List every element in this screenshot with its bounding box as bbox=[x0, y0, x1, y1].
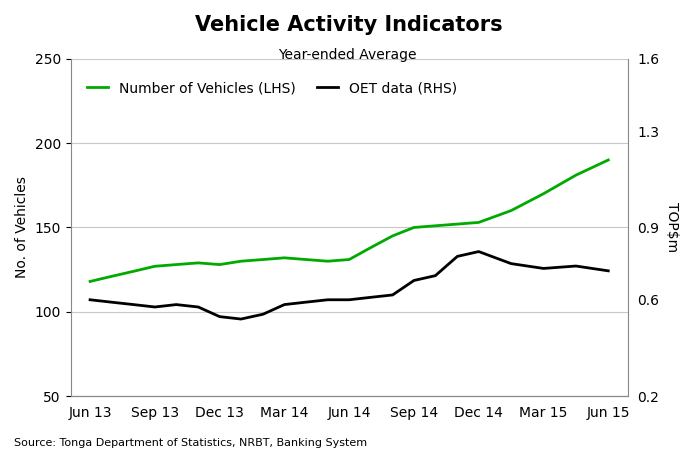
OET data (RHS) bbox=[453, 254, 462, 259]
OET data (RHS) bbox=[259, 312, 267, 317]
OET data (RHS) bbox=[366, 294, 375, 300]
OET data (RHS) bbox=[215, 314, 223, 319]
Number of Vehicles (LHS) bbox=[389, 233, 397, 239]
Number of Vehicles (LHS) bbox=[172, 262, 180, 267]
Number of Vehicles (LHS) bbox=[539, 191, 548, 197]
Line: Number of Vehicles (LHS): Number of Vehicles (LHS) bbox=[90, 160, 608, 281]
Number of Vehicles (LHS) bbox=[507, 208, 515, 213]
OET data (RHS) bbox=[475, 249, 483, 254]
OET data (RHS) bbox=[539, 266, 548, 271]
Number of Vehicles (LHS) bbox=[280, 255, 289, 260]
OET data (RHS) bbox=[604, 268, 612, 274]
OET data (RHS) bbox=[389, 292, 397, 298]
Legend: Number of Vehicles (LHS), OET data (RHS): Number of Vehicles (LHS), OET data (RHS) bbox=[82, 76, 462, 101]
Number of Vehicles (LHS) bbox=[604, 157, 612, 163]
Number of Vehicles (LHS) bbox=[302, 257, 310, 262]
Text: Source: Tonga Department of Statistics, NRBT, Banking System: Source: Tonga Department of Statistics, … bbox=[14, 439, 367, 448]
Number of Vehicles (LHS) bbox=[475, 220, 483, 225]
OET data (RHS) bbox=[572, 263, 580, 269]
OET data (RHS) bbox=[172, 302, 180, 307]
Number of Vehicles (LHS) bbox=[151, 264, 159, 269]
OET data (RHS) bbox=[507, 261, 515, 266]
OET data (RHS) bbox=[86, 297, 94, 303]
Number of Vehicles (LHS) bbox=[237, 259, 245, 264]
Number of Vehicles (LHS) bbox=[366, 245, 375, 251]
Number of Vehicles (LHS) bbox=[108, 274, 116, 279]
OET data (RHS) bbox=[129, 302, 137, 307]
Number of Vehicles (LHS) bbox=[345, 257, 353, 262]
Y-axis label: No. of Vehicles: No. of Vehicles bbox=[15, 177, 29, 279]
OET data (RHS) bbox=[108, 299, 116, 305]
Number of Vehicles (LHS) bbox=[86, 279, 94, 284]
Number of Vehicles (LHS) bbox=[431, 223, 439, 228]
Number of Vehicles (LHS) bbox=[409, 225, 418, 230]
Number of Vehicles (LHS) bbox=[129, 269, 137, 274]
Line: OET data (RHS): OET data (RHS) bbox=[90, 251, 608, 319]
OET data (RHS) bbox=[323, 297, 332, 303]
Number of Vehicles (LHS) bbox=[323, 259, 332, 264]
Y-axis label: TOP$m: TOP$m bbox=[665, 202, 679, 252]
Text: Year-ended Average: Year-ended Average bbox=[278, 48, 416, 62]
OET data (RHS) bbox=[280, 302, 289, 307]
OET data (RHS) bbox=[194, 304, 203, 310]
OET data (RHS) bbox=[409, 278, 418, 283]
OET data (RHS) bbox=[431, 273, 439, 279]
OET data (RHS) bbox=[151, 304, 159, 310]
Number of Vehicles (LHS) bbox=[215, 262, 223, 267]
OET data (RHS) bbox=[345, 297, 353, 303]
Number of Vehicles (LHS) bbox=[194, 260, 203, 265]
Title: Vehicle Activity Indicators: Vehicle Activity Indicators bbox=[196, 15, 503, 35]
Number of Vehicles (LHS) bbox=[453, 222, 462, 227]
OET data (RHS) bbox=[237, 316, 245, 322]
Number of Vehicles (LHS) bbox=[572, 173, 580, 178]
OET data (RHS) bbox=[302, 299, 310, 305]
Number of Vehicles (LHS) bbox=[259, 257, 267, 262]
